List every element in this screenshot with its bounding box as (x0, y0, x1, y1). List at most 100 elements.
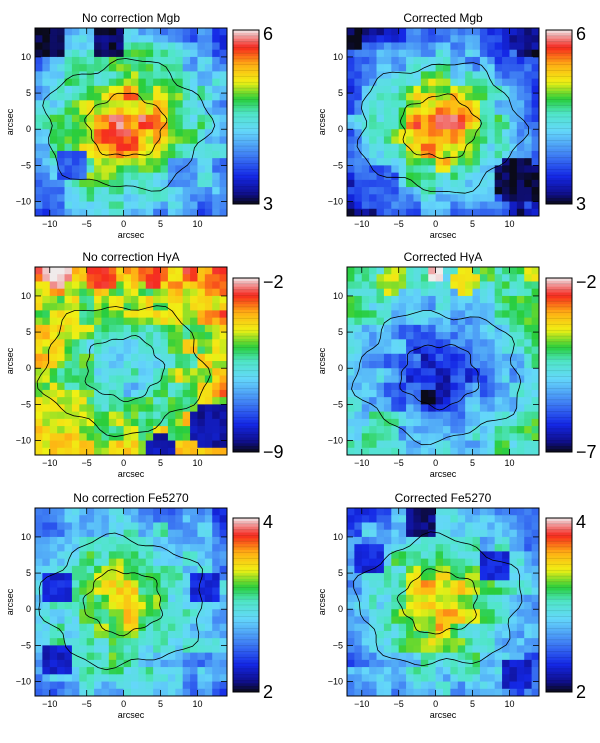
heatmap-cell (182, 150, 191, 159)
heatmap-cell (347, 544, 355, 552)
heatmap-cell (138, 208, 147, 217)
heatmap-cell (219, 515, 228, 523)
heatmap-cell (531, 375, 540, 384)
x-tick-label: −5 (394, 699, 404, 709)
heatmap-cell (406, 602, 414, 610)
heatmap-cell (212, 172, 221, 181)
heatmap-cell (153, 346, 161, 355)
heatmap-cell (516, 688, 525, 697)
heatmap-cell (71, 404, 80, 413)
heatmap-cell (212, 397, 221, 405)
heatmap-cell (443, 565, 451, 574)
heatmap-cell (35, 382, 43, 391)
heatmap-cell (123, 28, 132, 36)
heatmap-cell (443, 638, 451, 646)
colorbar-band (233, 41, 259, 45)
heatmap-cell (465, 49, 473, 58)
heatmap-cell (197, 332, 206, 340)
heatmap-cell (516, 303, 525, 311)
heatmap-cell (108, 100, 117, 108)
plot-frame (34, 27, 228, 217)
heatmap-cell (71, 194, 80, 202)
heatmap-cell (406, 143, 414, 152)
heatmap-cell (57, 645, 65, 654)
heatmap-cell (361, 688, 370, 697)
heatmap-cell (71, 433, 80, 441)
heatmap-cell (413, 172, 422, 181)
heatmap-cell (472, 688, 481, 697)
heatmap-cell (131, 674, 139, 682)
heatmap-cell (450, 267, 459, 275)
heatmap-cell (101, 440, 110, 449)
heatmap-cell (516, 339, 525, 347)
heatmap-cell (347, 201, 355, 210)
heatmap-cell (101, 609, 110, 617)
heatmap-cell (94, 659, 102, 668)
heatmap-cell (361, 201, 370, 210)
heatmap-cell (509, 208, 518, 217)
heatmap-cell (509, 630, 518, 639)
heatmap-cell (49, 93, 58, 101)
colorbar-band (546, 307, 572, 311)
heatmap-cell (524, 652, 533, 661)
heatmap-cell (49, 324, 58, 333)
heatmap-cell (182, 529, 191, 538)
heatmap-cell (450, 602, 459, 610)
heatmap-cell (153, 418, 161, 427)
colorbar-band (233, 47, 259, 51)
heatmap-cell (182, 122, 191, 130)
heatmap-cell (391, 78, 400, 87)
heatmap-cell (420, 129, 429, 137)
heatmap-cell (175, 645, 184, 654)
heatmap-cell (145, 522, 154, 531)
colorbar-band (233, 541, 259, 545)
heatmap-cell (42, 187, 51, 195)
heatmap-cell (94, 274, 102, 282)
heatmap-cell (361, 100, 370, 108)
heatmap-cell (153, 64, 161, 72)
heatmap-cell (516, 630, 525, 639)
heatmap-cell (145, 667, 154, 675)
heatmap-cell (101, 201, 110, 210)
heatmap-cell (354, 71, 363, 80)
heatmap-cell (494, 609, 503, 617)
heatmap-cell (494, 310, 503, 319)
heatmap-cell (160, 688, 169, 697)
heatmap-cell (487, 172, 496, 181)
heatmap-cell (369, 353, 377, 362)
colorbar-band (233, 636, 259, 641)
heatmap-cell (361, 433, 370, 441)
heatmap-cell (94, 411, 102, 420)
heatmap-cell (219, 404, 228, 413)
heatmap-cell (123, 303, 132, 311)
heatmap-cell (49, 681, 58, 690)
heatmap-cell (472, 411, 481, 420)
heatmap-cell (190, 310, 198, 319)
heatmap-cell (190, 616, 198, 625)
heatmap-cell (531, 638, 540, 646)
heatmap-cell (531, 411, 540, 420)
heatmap-cell (160, 558, 169, 567)
heatmap-cell (204, 187, 213, 195)
heatmap-cell (479, 122, 488, 130)
colorbar-band (233, 660, 259, 664)
heatmap-cell (212, 382, 221, 391)
heatmap-cell (131, 35, 139, 43)
heatmap-cell (524, 382, 533, 391)
heatmap-cell (502, 35, 510, 43)
heatmap-cell (457, 433, 466, 441)
heatmap-cell (35, 274, 43, 282)
heatmap-cell (212, 659, 221, 668)
heatmap-cell (64, 522, 73, 531)
colorbar-band (546, 402, 572, 407)
heatmap-cell (153, 93, 161, 101)
heatmap-cell (428, 71, 437, 80)
heatmap-cell (406, 638, 414, 646)
heatmap-cell (450, 659, 459, 668)
heatmap-cell (376, 281, 385, 290)
colorbar-band (233, 90, 259, 95)
heatmap-cell (531, 150, 540, 159)
heatmap-cell (182, 165, 191, 174)
heatmap-cell (465, 674, 473, 682)
heatmap-cell (435, 208, 444, 217)
